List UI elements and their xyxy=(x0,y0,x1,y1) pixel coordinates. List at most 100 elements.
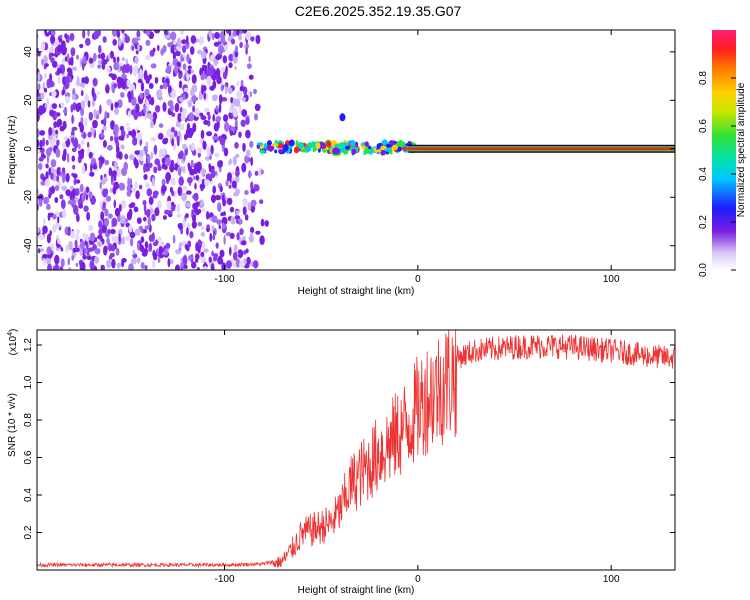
noise-cell xyxy=(121,65,127,75)
noise-cell xyxy=(235,174,240,184)
transition-cell xyxy=(326,140,332,148)
noise-cell xyxy=(190,35,197,44)
noise-cell xyxy=(37,248,41,254)
noise-cell xyxy=(118,151,123,160)
noise-cell xyxy=(236,81,239,86)
colorbar-ticks: 0.0 0.2 0.4 0.6 0.8 xyxy=(698,71,736,277)
noise-cell xyxy=(191,209,194,215)
noise-cell xyxy=(38,162,43,171)
noise-cell xyxy=(199,138,204,144)
noise-cell xyxy=(209,66,214,77)
noise-cell xyxy=(143,216,147,222)
noise-cell xyxy=(97,60,102,65)
noise-cell xyxy=(157,165,162,172)
noise-cell xyxy=(234,215,241,220)
noise-cell xyxy=(249,232,253,241)
noise-cell xyxy=(45,139,49,146)
noise-cell xyxy=(205,211,210,220)
noise-cell xyxy=(37,88,40,98)
noise-cell xyxy=(126,79,131,88)
spectrogram-xtick-label-1: 0 xyxy=(415,274,421,285)
noise-cell xyxy=(190,89,195,97)
noise-cell xyxy=(84,93,89,103)
noise-cell xyxy=(110,244,116,252)
transition-cell xyxy=(364,141,369,147)
noise-cell xyxy=(87,131,92,138)
noise-cell xyxy=(250,199,257,207)
noise-cell xyxy=(203,119,209,125)
noise-cell xyxy=(121,57,126,62)
noise-cell xyxy=(228,106,233,113)
noise-cell xyxy=(102,126,107,131)
noise-cell xyxy=(144,241,149,249)
noise-cell xyxy=(132,249,136,255)
noise-cell xyxy=(103,245,108,256)
noise-cell xyxy=(108,167,113,177)
noise-cell xyxy=(42,137,45,147)
noise-cell xyxy=(200,167,206,177)
noise-cell xyxy=(109,135,114,142)
snr-frame xyxy=(36,329,676,571)
noise-cell xyxy=(139,244,145,252)
noise-cell xyxy=(84,117,88,127)
noise-cell xyxy=(146,208,151,218)
noise-cell xyxy=(81,164,86,175)
noise-cell xyxy=(241,97,246,102)
noise-cell xyxy=(191,95,197,103)
noise-cell xyxy=(234,126,238,131)
noise-cell xyxy=(181,192,188,202)
noise-cell xyxy=(81,77,86,84)
noise-cell xyxy=(71,114,74,124)
noise-cell xyxy=(74,188,80,196)
noise-cell xyxy=(231,180,237,189)
noise-cell xyxy=(228,30,232,37)
noise-cell xyxy=(243,250,247,255)
spectrogram-marks xyxy=(37,30,675,270)
noise-cell xyxy=(196,266,200,270)
noise-cell xyxy=(172,234,176,244)
transition-cell xyxy=(332,147,341,155)
noise-cell xyxy=(144,166,151,172)
noise-cell xyxy=(71,126,78,131)
noise-cell xyxy=(163,30,167,36)
noise-cell xyxy=(117,99,123,109)
noise-cell xyxy=(113,235,119,245)
noise-cell xyxy=(211,194,216,203)
spectrogram-ytick-label-2: 0 xyxy=(23,146,34,152)
snr-ytick-label-5: 1.2 xyxy=(23,338,34,352)
noise-cell xyxy=(56,120,60,128)
snr-ticks: -100 0 100 0.2 0.4 0.6 0.8 1.0 1.2 xyxy=(23,330,675,585)
noise-cell xyxy=(100,52,106,61)
noise-cell xyxy=(109,50,114,59)
snr-ytick-label-2: 0.6 xyxy=(23,450,34,464)
noise-cell xyxy=(80,139,85,146)
noise-cell xyxy=(96,240,103,248)
noise-cell xyxy=(125,222,130,228)
noise-cell xyxy=(201,85,205,95)
noise-cell xyxy=(106,98,112,106)
noise-cell xyxy=(154,105,161,113)
noise-cell xyxy=(46,258,52,266)
noise-cell xyxy=(192,105,196,113)
noise-cell xyxy=(161,157,166,164)
noise-cell xyxy=(171,190,175,197)
noise-cell xyxy=(65,95,70,104)
noise-cell xyxy=(161,76,166,84)
noise-cell xyxy=(189,168,196,176)
noise-cell xyxy=(101,62,106,70)
noise-cell xyxy=(162,82,168,90)
transition-cell xyxy=(256,142,264,146)
noise-cell xyxy=(211,250,214,257)
noise-cell xyxy=(182,63,187,71)
noise-cell xyxy=(136,132,143,141)
noise-cell xyxy=(88,224,94,232)
noise-cell xyxy=(166,128,172,137)
spectrogram-ytick-label-4: 40 xyxy=(23,46,34,58)
spectrogram-xtick-label-0: -100 xyxy=(215,274,235,285)
noise-cell xyxy=(222,55,227,64)
noise-cell xyxy=(97,64,102,69)
noise-cell xyxy=(198,36,204,45)
noise-cell xyxy=(185,202,191,208)
noise-cell xyxy=(252,260,259,269)
noise-cell xyxy=(46,233,52,244)
